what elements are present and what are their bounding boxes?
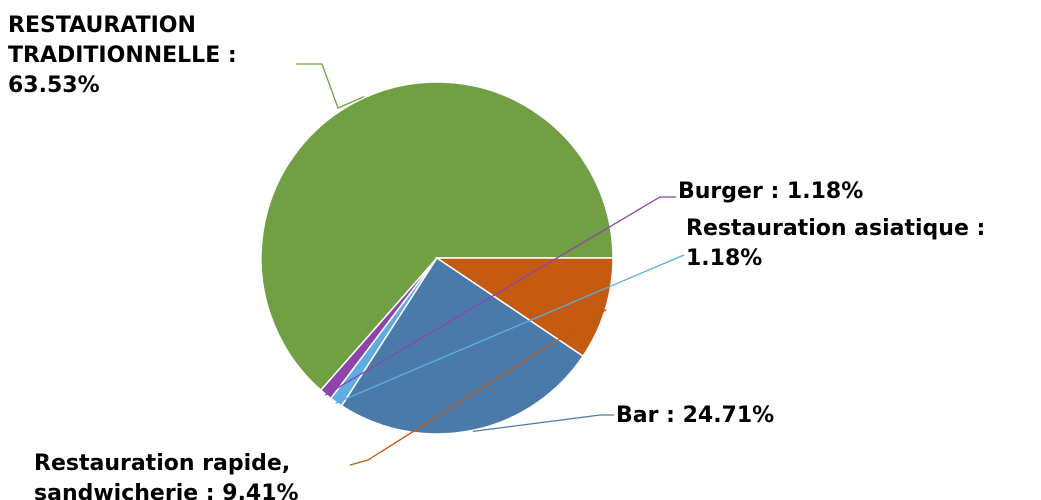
leader-line-1 bbox=[296, 63, 365, 109]
pie-slices bbox=[260, 81, 614, 435]
data-label-1: RESTAURATION TRADITIONNELLE :63.53% bbox=[8, 13, 237, 98]
data-label-5: Restauration rapide, sandwicherie : 9.41% bbox=[34, 451, 299, 500]
data-labels: RESTAURATION TRADITIONNELLE :63.53% Burger… bbox=[8, 13, 985, 500]
pie-slice-1 bbox=[260, 81, 614, 392]
leader-line-4 bbox=[472, 414, 614, 433]
pie-slice-5 bbox=[434, 257, 614, 358]
leader-line-3 bbox=[335, 254, 685, 404]
data-label-3: Restauration asiatique :1.18% bbox=[686, 216, 985, 271]
leader-line-2 bbox=[324, 196, 676, 396]
pie-slice-4 bbox=[340, 256, 585, 435]
leader-lines bbox=[296, 63, 685, 466]
data-label-4: Bar : 24.71% bbox=[616, 403, 774, 428]
leader-line-5 bbox=[349, 309, 607, 466]
data-label-2: Burger : 1.18% bbox=[678, 179, 863, 204]
